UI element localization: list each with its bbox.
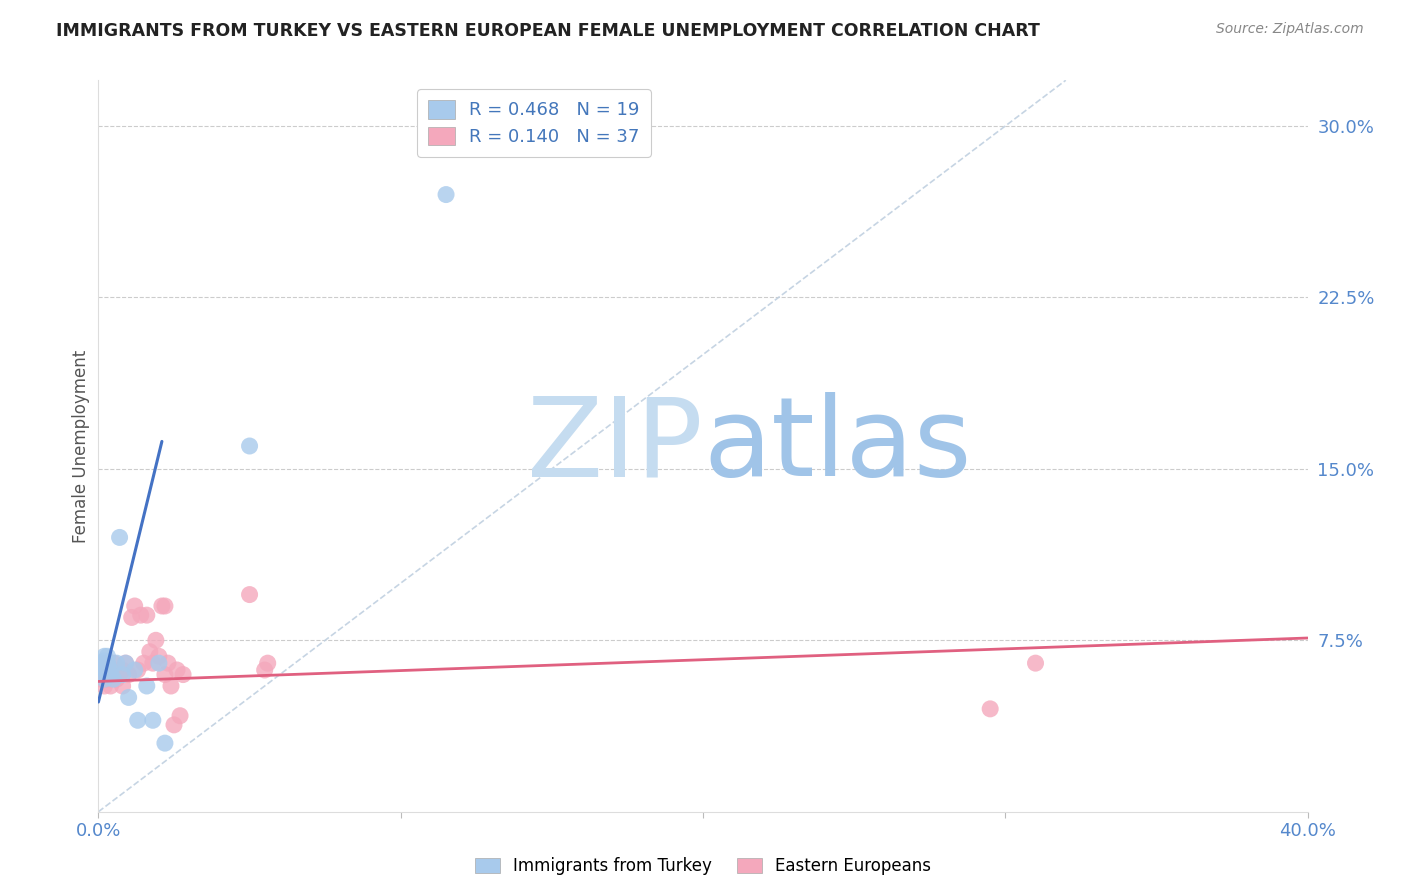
Point (160, 679, 183, 693)
Y-axis label: Female Unemployment: Female Unemployment (72, 350, 90, 542)
Point (150, 599, 173, 613)
Point (172, 667, 194, 681)
Point (135, 608, 157, 623)
Point (93, 667, 115, 681)
Point (96, 656, 118, 670)
Point (100, 663, 122, 677)
Point (1024, 656, 1046, 670)
Legend: Immigrants from Turkey, Eastern Europeans: Immigrants from Turkey, Eastern European… (467, 849, 939, 884)
Point (90, 667, 112, 681)
Point (90, 656, 112, 670)
Text: ZIP: ZIP (527, 392, 703, 500)
Text: Source: ZipAtlas.com: Source: ZipAtlas.com (1216, 22, 1364, 37)
Point (139, 645, 162, 659)
Point (100, 679, 122, 693)
Point (93, 649, 115, 664)
Point (239, 588, 262, 602)
Point (93, 661, 115, 675)
Point (96, 672, 118, 686)
Point (153, 736, 176, 750)
Point (96, 663, 118, 677)
Point (111, 679, 134, 693)
Point (111, 667, 134, 681)
Point (96, 661, 118, 675)
Point (93, 672, 115, 686)
Point (148, 649, 170, 664)
Point (96, 658, 118, 673)
Point (253, 663, 276, 677)
Legend: R = 0.468   N = 19, R = 0.140   N = 37: R = 0.468 N = 19, R = 0.140 N = 37 (418, 89, 651, 157)
Point (163, 718, 186, 732)
Point (93, 679, 115, 693)
Point (108, 667, 131, 681)
Point (169, 708, 191, 723)
Point (118, 690, 141, 705)
Point (108, 530, 131, 544)
Point (124, 663, 146, 677)
Point (979, 702, 1001, 716)
Point (135, 679, 157, 693)
Point (93, 667, 115, 681)
Point (142, 656, 165, 670)
Point (118, 667, 141, 681)
Point (90, 672, 112, 686)
Point (148, 656, 170, 670)
Point (96, 672, 118, 686)
Point (100, 667, 122, 681)
Point (156, 656, 179, 670)
Point (129, 608, 152, 623)
Point (96, 649, 118, 664)
Point (256, 656, 278, 670)
Point (166, 663, 188, 677)
Point (124, 599, 146, 613)
Point (114, 656, 136, 670)
Point (114, 656, 136, 670)
Text: atlas: atlas (703, 392, 972, 500)
Point (103, 672, 125, 686)
Point (103, 656, 125, 670)
Point (100, 667, 122, 681)
Text: IMMIGRANTS FROM TURKEY VS EASTERN EUROPEAN FEMALE UNEMPLOYMENT CORRELATION CHART: IMMIGRANTS FROM TURKEY VS EASTERN EUROPE… (56, 22, 1040, 40)
Point (96, 667, 118, 681)
Point (93, 654, 115, 668)
Point (93, 656, 115, 670)
Point (434, 187, 457, 202)
Point (153, 667, 176, 681)
Point (90, 663, 112, 677)
Point (239, 439, 262, 453)
Point (145, 633, 167, 648)
Point (90, 661, 112, 675)
Point (153, 599, 176, 613)
Point (132, 656, 155, 670)
Point (111, 663, 134, 677)
Point (105, 672, 128, 686)
Point (103, 663, 125, 677)
Point (90, 663, 112, 677)
Point (142, 714, 165, 728)
Point (127, 714, 149, 728)
Point (105, 656, 128, 670)
Point (127, 663, 149, 677)
Point (121, 610, 143, 624)
